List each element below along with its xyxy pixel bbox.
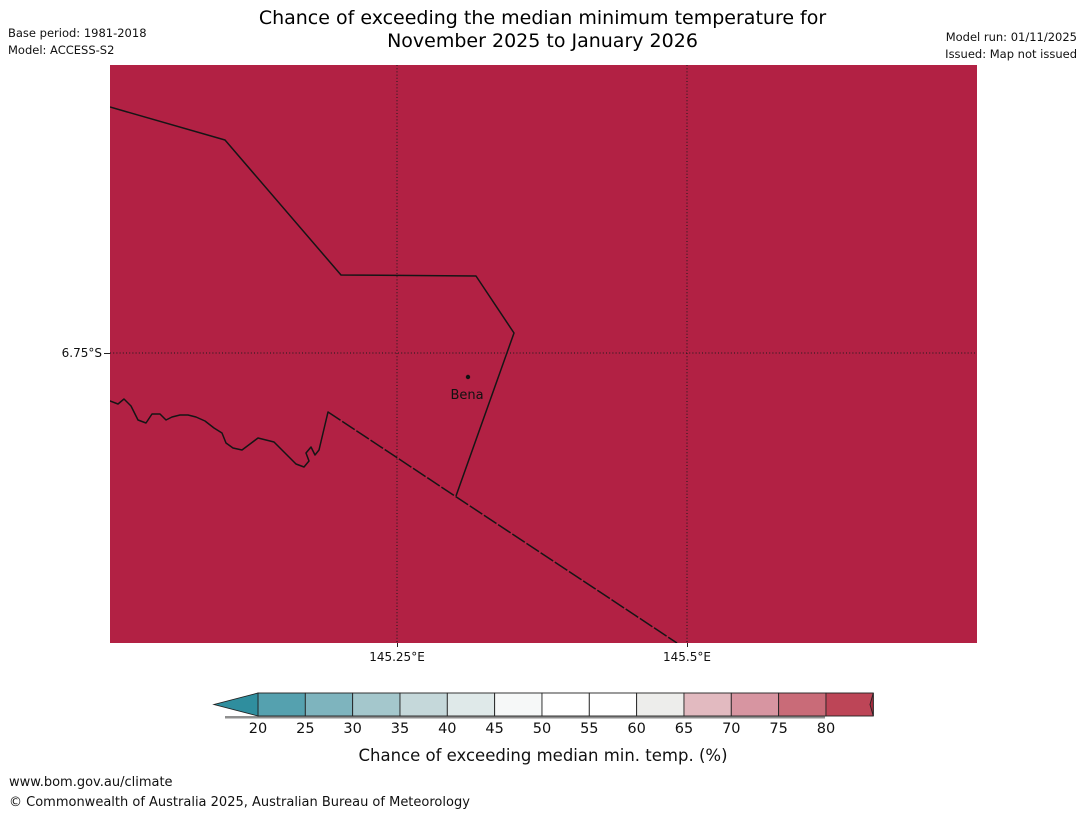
title-line-2: November 2025 to January 2026	[387, 30, 698, 52]
colorbar-tick-label: 20	[248, 721, 268, 737]
colorbar-tick-label: 35	[390, 721, 410, 737]
colorbar-tick-label: 45	[485, 721, 504, 737]
colorbar-tick-label: 65	[674, 721, 694, 737]
colorbar-tick-label: 70	[722, 721, 741, 737]
colorbar-segment	[446, 692, 496, 717]
title-line-1: Chance of exceeding the median minimum t…	[258, 7, 827, 29]
base-period-text: Base period: 1981-2018	[8, 26, 147, 40]
header-meta-left: Base period: 1981-2018 Model: ACCESS-S2	[8, 25, 147, 58]
river-boundary-line	[110, 398, 329, 468]
colorbar-tick-label: 75	[769, 721, 788, 737]
x-axis-label-145-25: 145.25°E	[369, 650, 425, 664]
issued-text: Issued: Map not issued	[945, 46, 1077, 61]
page-footer: www.bom.gov.au/climate © Commonwealth of…	[9, 773, 470, 812]
colorbar-tick-label: 60	[627, 721, 646, 737]
colorbar-segment	[352, 692, 401, 717]
footer-url: www.bom.gov.au/climate	[9, 775, 173, 790]
colorbar-tick-label: 25	[296, 721, 315, 737]
model-text: Model: ACCESS-S2	[8, 42, 115, 57]
page-title: Chance of exceeding the median minimum t…	[0, 7, 1085, 53]
colorbar-arrow-right	[869, 692, 874, 717]
town-label: Bena	[450, 388, 483, 403]
map-canvas: Bena	[110, 65, 977, 643]
colorbar-legend: 20 25 30 35 40 45 50 55 60 65 70 75 80 Chance of exc…	[212, 691, 874, 781]
colorbar-segment	[304, 692, 354, 717]
footer-copyright: © Commonwealth of Australia 2025, Austra…	[9, 794, 470, 810]
district-boundary-line	[110, 106, 515, 497]
town-marker-dot	[465, 374, 471, 380]
colorbar-arrow-left	[212, 692, 259, 717]
colorbar-caption: Chance of exceeding median min. temp. (%…	[358, 746, 728, 765]
y-axis-label: 6.75°S	[61, 346, 102, 360]
colorbar-segment	[825, 692, 874, 717]
colorbar-segment	[636, 692, 685, 717]
colorbar-segment	[778, 692, 827, 717]
model-run-text: Model run: 01/11/2025	[945, 30, 1077, 44]
x-axis-tick-145-5	[687, 643, 688, 647]
header-meta-right: Model run: 01/11/2025 Issued: Map not is…	[945, 29, 1077, 62]
x-axis-label-145-5: 145.5°E	[663, 650, 711, 664]
colorbar-segment	[730, 692, 780, 717]
colorbar-segment	[588, 692, 638, 717]
colorbar-shadow	[225, 716, 825, 719]
colorbar-tick-label: 30	[343, 721, 362, 737]
colorbar-segment	[683, 692, 732, 717]
colorbar-segment	[494, 692, 543, 717]
x-axis-tick-145-25	[397, 643, 398, 647]
map-fill	[110, 65, 977, 643]
colorbar-segment	[399, 692, 448, 717]
map-svg: Bena	[110, 65, 977, 643]
colorbar-tick-label: 55	[580, 721, 599, 737]
colorbar-svg	[212, 692, 874, 719]
colorbar-segment	[257, 692, 306, 717]
diagonal-boundary-line	[327, 411, 678, 643]
colorbar-tick-label: 80	[816, 721, 836, 737]
colorbar-tick-label: 50	[532, 721, 552, 737]
colorbar-tick-label: 40	[438, 721, 457, 737]
colorbar-segment	[541, 692, 590, 717]
y-axis-tick	[104, 353, 110, 354]
